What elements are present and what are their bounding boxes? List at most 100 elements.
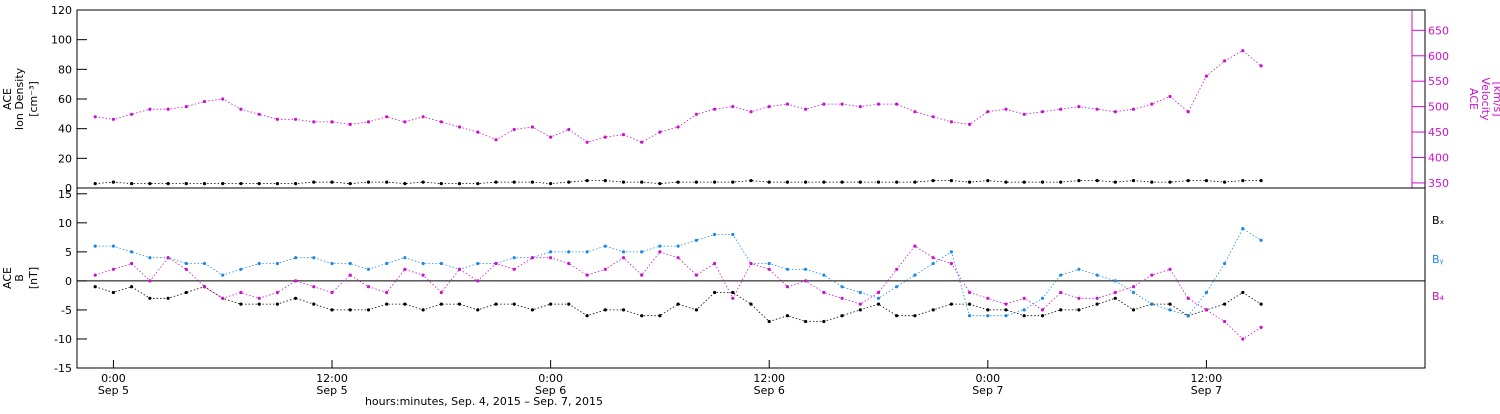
bz-point	[1095, 296, 1099, 300]
bz-point	[1150, 273, 1154, 277]
top-panel-frame	[76, 9, 1426, 189]
density-point	[221, 182, 225, 186]
bx-point	[184, 290, 188, 295]
density-point	[512, 180, 516, 184]
velocity-point	[931, 115, 935, 119]
bz-point	[567, 261, 571, 266]
bz-point	[913, 244, 917, 248]
by-point	[348, 261, 352, 266]
by-point	[876, 296, 881, 300]
velocity-point	[439, 120, 443, 124]
velocity-point	[476, 130, 480, 134]
by-point	[111, 244, 115, 248]
velocity-point	[494, 138, 498, 142]
density-point	[749, 179, 753, 183]
bx-point	[512, 302, 516, 306]
bx-point	[439, 302, 443, 306]
bottom-ytick-label: -5	[61, 304, 72, 317]
bx-point	[713, 290, 717, 295]
bz-point	[585, 273, 589, 277]
velocity-point	[421, 115, 425, 119]
top-y2tick-label: 500	[1428, 101, 1449, 114]
velocity-point	[749, 110, 753, 114]
legend-bz: B₄	[1432, 290, 1445, 303]
bz-series-line	[95, 245, 1262, 340]
bz-point	[1131, 285, 1136, 289]
density-point	[166, 182, 170, 186]
density-point	[785, 180, 790, 184]
bx-point	[166, 296, 170, 300]
bz-point	[822, 290, 826, 295]
bottom-ylabel-line1: ACE	[1, 267, 14, 289]
bz-point	[1186, 296, 1190, 300]
density-point	[767, 180, 771, 184]
bz-point	[895, 267, 899, 271]
velocity-point	[876, 102, 881, 106]
bz-point	[731, 296, 735, 300]
bz-point	[986, 296, 990, 300]
density-point	[1168, 180, 1172, 184]
x-tick-time: 12:00	[753, 372, 785, 385]
velocity-point	[403, 120, 407, 124]
density-point	[621, 180, 626, 184]
bottom-ytick-label: -15	[54, 362, 72, 375]
bz-point	[858, 302, 862, 306]
density-point	[1004, 180, 1008, 184]
bx-point	[621, 308, 626, 312]
top-y2tick-label: 450	[1428, 126, 1449, 139]
bottom-panel: -15 -10 -5 0 5 10 15 ACE B [nT] Bₓ Bᵧ B₄	[1, 187, 1445, 375]
bx-point	[257, 302, 261, 306]
by-point	[858, 290, 862, 295]
by-point	[585, 250, 589, 254]
density-point	[348, 182, 352, 186]
by-point	[1186, 314, 1190, 318]
x-tick-time: 0:00	[101, 372, 126, 385]
top-y2label-line1: ACE	[1467, 88, 1480, 110]
velocity-point	[239, 107, 243, 111]
top-y2label-line3: [km/s]	[1491, 81, 1500, 116]
top-y2tick-label: 350	[1428, 177, 1449, 190]
density-point	[111, 180, 115, 184]
bz-point	[876, 290, 881, 295]
density-point	[876, 180, 881, 184]
bottom-ytick-label: -10	[54, 333, 72, 346]
velocity-point	[130, 112, 134, 116]
bz-point	[111, 267, 115, 271]
by-point	[221, 273, 225, 277]
bottom-left-axis: -15 -10 -5 0 5 10 15	[54, 188, 87, 375]
bz-point	[366, 285, 371, 289]
density-point	[385, 180, 389, 184]
top-panel-series	[93, 49, 1263, 186]
bz-point	[93, 273, 97, 277]
velocity-point	[968, 122, 972, 126]
density-point	[1223, 180, 1227, 184]
bx-point	[366, 308, 371, 312]
velocity-point	[694, 112, 699, 116]
by-point	[257, 261, 261, 266]
velocity-point	[312, 120, 316, 124]
density-point	[913, 180, 917, 184]
density-point	[148, 182, 152, 186]
top-y2tick-label: 400	[1428, 151, 1449, 164]
bx-point	[1022, 314, 1026, 318]
density-point	[1204, 179, 1208, 183]
velocity-point	[603, 135, 607, 139]
bx-point	[348, 308, 352, 312]
by-point	[1223, 261, 1227, 266]
by-point	[567, 250, 571, 254]
velocity-series-line	[95, 50, 1262, 143]
bottom-ytick-label: 15	[58, 188, 72, 201]
bz-point	[457, 267, 462, 271]
top-ytick-label: 0	[65, 182, 72, 195]
bottom-ylabel-line3: [nT]	[27, 267, 40, 289]
density-point	[312, 180, 316, 184]
velocity-point	[1241, 49, 1245, 53]
by-point	[731, 232, 735, 237]
bx-point	[822, 319, 826, 324]
by-point	[1040, 296, 1045, 300]
x-tick-time: 0:00	[538, 372, 563, 385]
density-point	[457, 182, 462, 186]
by-point	[130, 250, 134, 254]
top-ytick-label: 40	[58, 123, 72, 136]
density-point	[530, 180, 535, 184]
